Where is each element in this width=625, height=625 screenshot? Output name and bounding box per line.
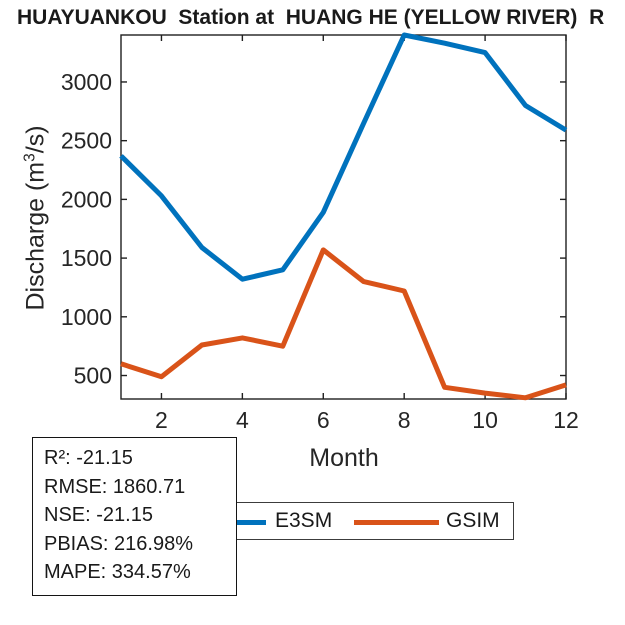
x-tick-label: 2: [155, 407, 168, 433]
legend-line-sample-gsim: [354, 520, 439, 525]
y-tick-label: 2000: [61, 186, 112, 212]
x-axis-title: Month: [309, 444, 379, 472]
e3sm-line: [119, 32, 568, 282]
y-tick-label: 2500: [61, 128, 112, 154]
stat-r2: R²: -21.15: [44, 447, 133, 469]
x-tick-label: 12: [553, 407, 579, 433]
chart-title: HUAYUANKOU Station at HUANG HE (YELLOW R…: [17, 6, 605, 29]
axis-box: [120, 34, 567, 400]
x-tick-label: 10: [472, 407, 498, 433]
x-tick-label: 8: [398, 407, 411, 433]
stat-pbias: PBIAS: 216.98%: [44, 532, 193, 555]
stats-box: R²: -21.15 RMSE: 1860.71 NSE: -21.15 PBI…: [32, 437, 237, 596]
y-tick-label: 1000: [61, 304, 112, 330]
y-tick-label: 3000: [61, 69, 112, 95]
x-tick-label: 6: [317, 407, 330, 433]
x-tick-label: 4: [236, 407, 249, 433]
gsim-line: [120, 247, 567, 401]
stat-nse: NSE: -21.15: [44, 504, 153, 526]
stat-rmse: RMSE: 1860.71: [44, 475, 186, 498]
y-tick-label: 1500: [61, 245, 112, 271]
stat-mape: MAPE: 334.57%: [44, 561, 191, 583]
legend-label-e3sm: E3SM: [275, 509, 333, 532]
legend-label-gsim: GSIM: [446, 509, 500, 532]
y-tick-label: 500: [74, 363, 112, 389]
